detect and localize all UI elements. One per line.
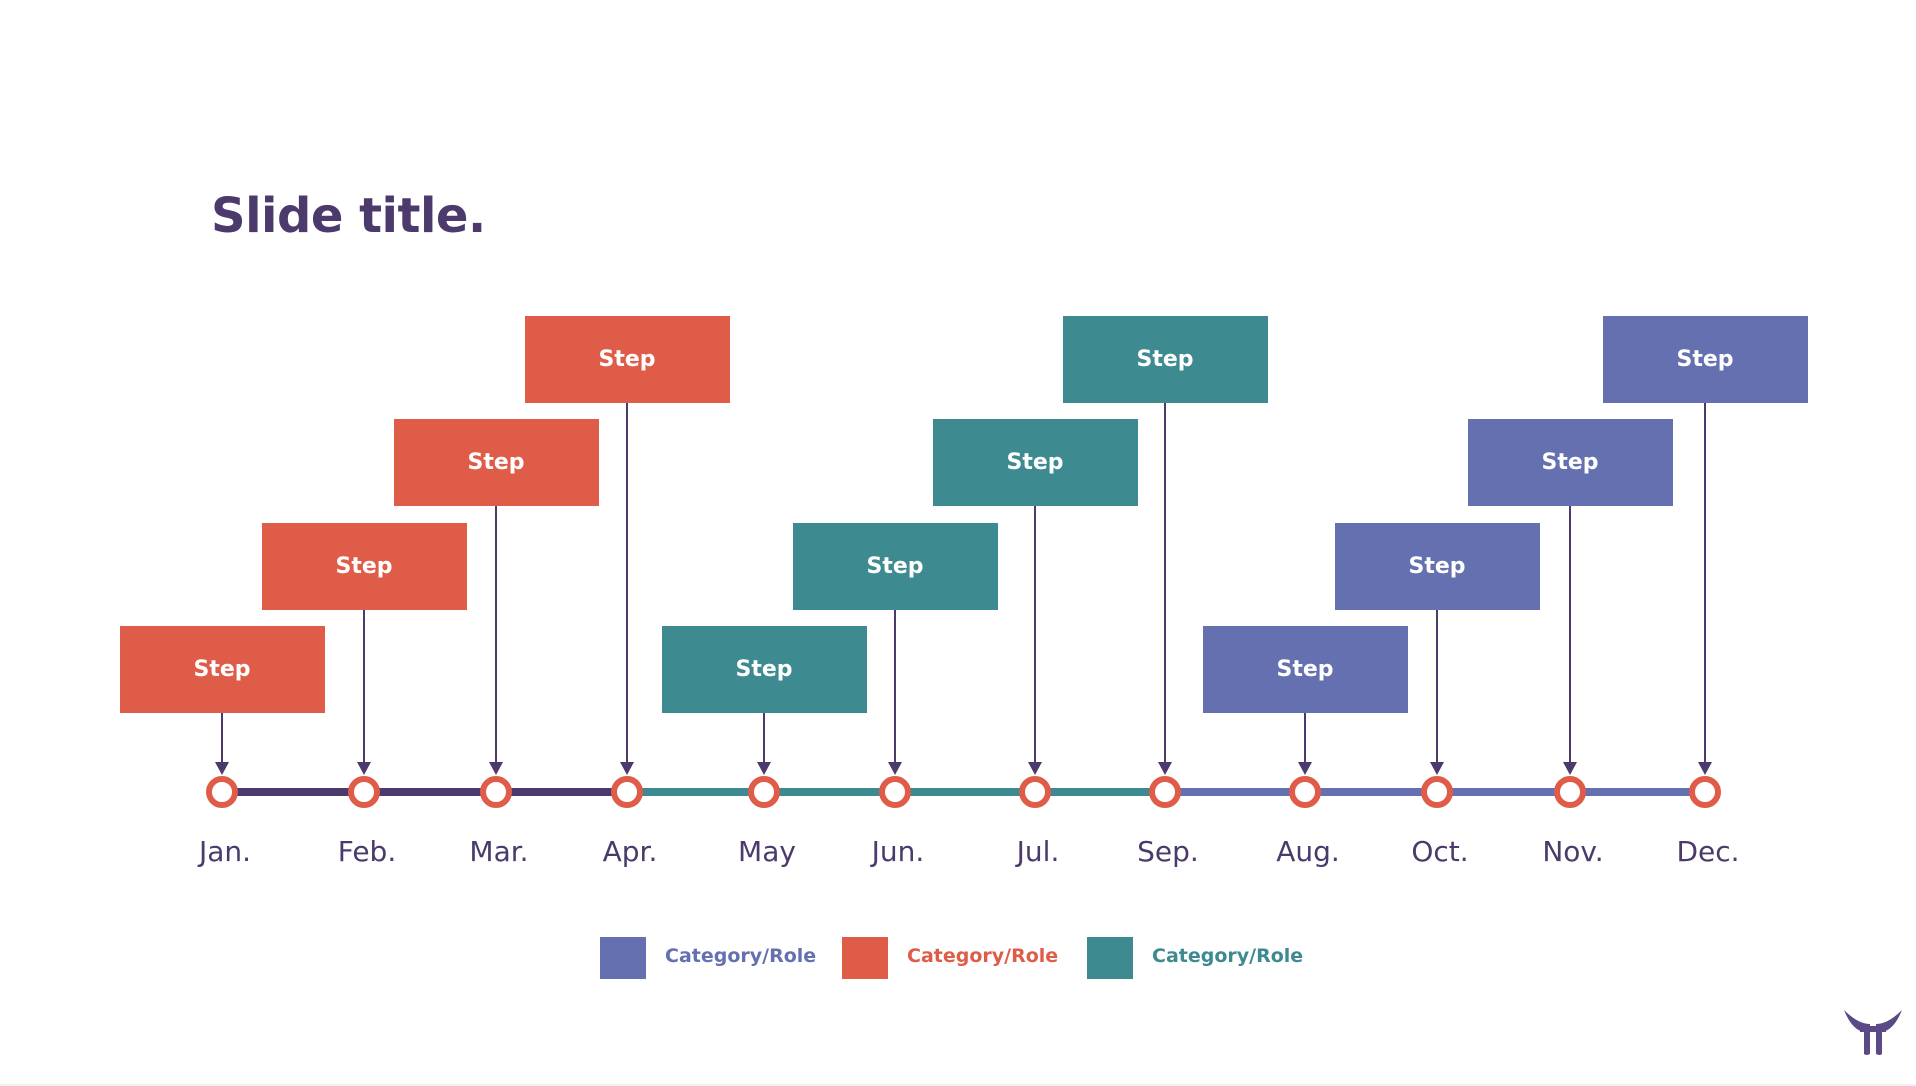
month-label-11: Nov. <box>1542 835 1604 868</box>
legend-swatch-teal <box>1087 937 1133 979</box>
step-box-6: Step <box>792 523 998 610</box>
arrow-head-11 <box>1563 762 1577 775</box>
step-box-3: Step <box>393 419 599 506</box>
timeline-node-8 <box>1149 776 1181 808</box>
step-box-8: Step <box>1062 316 1268 403</box>
step-box-5: Step <box>661 626 867 713</box>
arrow-head-3 <box>489 762 503 775</box>
legend-swatch-purple <box>600 937 646 979</box>
month-label-9: Aug. <box>1276 835 1340 868</box>
timeline-node-4 <box>611 776 643 808</box>
step-box-10: Step <box>1334 523 1540 610</box>
month-label-12: Dec. <box>1676 835 1740 868</box>
timeline-node-11 <box>1554 776 1586 808</box>
step-box-11: Step <box>1467 419 1673 506</box>
month-label-4: Apr. <box>602 835 658 868</box>
month-label-7: Jul. <box>1016 835 1060 868</box>
arrow-head-7 <box>1028 762 1042 775</box>
legend-label-red: Category/Role <box>907 945 1059 967</box>
month-label-5: May <box>738 835 796 868</box>
arrow-head-5 <box>757 762 771 775</box>
step-box-1: Step <box>119 626 325 713</box>
step-box-7: Step <box>932 419 1138 506</box>
step-box-4: Step <box>524 316 730 403</box>
month-label-10: Oct. <box>1411 835 1469 868</box>
month-label-3: Mar. <box>469 835 529 868</box>
month-label-2: Feb. <box>337 835 397 868</box>
arrow-head-6 <box>888 762 902 775</box>
arrow-head-1 <box>215 762 229 775</box>
arrow-head-9 <box>1298 762 1312 775</box>
timeline-node-2 <box>348 776 380 808</box>
month-label-1: Jan. <box>198 835 252 868</box>
slide-title: Slide title. <box>211 188 486 244</box>
arrow-head-4 <box>620 762 634 775</box>
legend-label-purple: Category/Role <box>665 945 817 967</box>
arrow-head-8 <box>1158 762 1172 775</box>
step-box-9: Step <box>1202 626 1408 713</box>
arrow-head-2 <box>357 762 371 775</box>
arrow-head-12 <box>1698 762 1712 775</box>
timeline-node-3 <box>480 776 512 808</box>
brand-logo-icon <box>1844 1010 1902 1055</box>
timeline-node-10 <box>1421 776 1453 808</box>
step-box-12: Step <box>1602 316 1808 403</box>
timeline-node-5 <box>748 776 780 808</box>
step-box-2: Step <box>261 523 467 610</box>
arrow-head-10 <box>1430 762 1444 775</box>
timeline-node-1 <box>206 776 238 808</box>
legend-label-teal: Category/Role <box>1152 945 1304 967</box>
legend-swatch-red <box>842 937 888 979</box>
timeline-node-12 <box>1689 776 1721 808</box>
timeline-node-7 <box>1019 776 1051 808</box>
timeline-node-9 <box>1289 776 1321 808</box>
timeline-node-6 <box>879 776 911 808</box>
month-label-8: Sep. <box>1137 835 1199 868</box>
month-label-6: Jun. <box>871 835 925 868</box>
